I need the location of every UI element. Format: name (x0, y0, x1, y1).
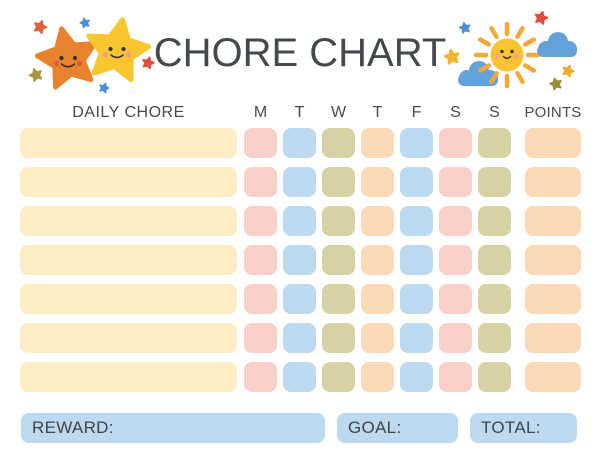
points-cell[interactable] (525, 284, 581, 314)
cloud-icon (537, 32, 577, 57)
reward-field[interactable]: REWARD: (21, 413, 325, 443)
chore-name-cell[interactable] (20, 167, 237, 197)
day-cell[interactable] (361, 128, 394, 158)
day-cell[interactable] (361, 284, 394, 314)
points-cell[interactable] (525, 128, 581, 158)
day-cell[interactable] (400, 128, 433, 158)
points-cell[interactable] (525, 362, 581, 392)
day-cell[interactable] (478, 284, 511, 314)
day-cell[interactable] (322, 206, 355, 236)
points-cell[interactable] (525, 206, 581, 236)
day-cell[interactable] (244, 245, 277, 275)
day-cell[interactable] (283, 284, 316, 314)
day-column-header: T (372, 104, 383, 121)
sun-decoration (438, 6, 598, 98)
chore-name-cell[interactable] (20, 323, 237, 353)
day-cell[interactable] (478, 245, 511, 275)
points-cell[interactable] (525, 167, 581, 197)
day-cell[interactable] (361, 167, 394, 197)
day-cell[interactable] (361, 323, 394, 353)
day-cell[interactable] (439, 206, 472, 236)
day-cell[interactable] (361, 362, 394, 392)
day-cell[interactable] (439, 167, 472, 197)
stars-decoration (16, 6, 171, 102)
day-cell[interactable] (244, 284, 277, 314)
sun-rays-icon (473, 21, 541, 89)
day-cell[interactable] (283, 362, 316, 392)
day-column-header: S (450, 104, 461, 121)
chore-row (0, 167, 600, 197)
day-cell[interactable] (439, 323, 472, 353)
day-cell[interactable] (283, 323, 316, 353)
day-cell[interactable] (322, 323, 355, 353)
day-cell[interactable] (322, 362, 355, 392)
day-cell[interactable] (283, 206, 316, 236)
day-cell[interactable] (400, 245, 433, 275)
day-cell[interactable] (400, 206, 433, 236)
chore-name-cell[interactable] (20, 206, 237, 236)
points-cell[interactable] (525, 245, 581, 275)
day-cell[interactable] (478, 206, 511, 236)
goal-label: GOAL: (348, 418, 402, 437)
day-cell[interactable] (361, 206, 394, 236)
yellow-star-face (102, 46, 132, 59)
day-cell[interactable] (322, 284, 355, 314)
day-cell[interactable] (322, 245, 355, 275)
chore-row (0, 206, 600, 236)
day-cell[interactable] (283, 167, 316, 197)
day-cell[interactable] (439, 128, 472, 158)
chore-name-cell[interactable] (20, 128, 237, 158)
orange-star-face (53, 55, 83, 68)
page-title: CHORE CHART (153, 31, 447, 75)
day-cell[interactable] (478, 167, 511, 197)
goal-field[interactable]: GOAL: (337, 413, 458, 443)
day-cell[interactable] (439, 284, 472, 314)
chore-name-cell[interactable] (20, 362, 237, 392)
daily-chore-header: DAILY CHORE (72, 104, 185, 121)
day-cell[interactable] (478, 128, 511, 158)
day-cell[interactable] (400, 167, 433, 197)
day-cell[interactable] (400, 284, 433, 314)
day-cell[interactable] (322, 128, 355, 158)
sun-face (495, 49, 519, 59)
total-label: TOTAL: (481, 418, 541, 437)
day-cell[interactable] (244, 323, 277, 353)
day-column-header: W (330, 104, 347, 121)
day-column-header: F (411, 104, 422, 121)
day-cell[interactable] (439, 245, 472, 275)
chore-row (0, 323, 600, 353)
day-cell[interactable] (400, 362, 433, 392)
reward-label: REWARD: (32, 418, 114, 437)
day-cell[interactable] (361, 245, 394, 275)
day-column-header: T (294, 104, 305, 121)
chore-name-cell[interactable] (20, 284, 237, 314)
day-cell[interactable] (439, 362, 472, 392)
sun-icon (490, 38, 524, 72)
day-cell[interactable] (244, 167, 277, 197)
chore-name-cell[interactable] (20, 245, 237, 275)
day-cell[interactable] (283, 128, 316, 158)
chore-row (0, 128, 600, 158)
chore-row (0, 362, 600, 392)
points-cell[interactable] (525, 323, 581, 353)
day-column-header: M (253, 104, 268, 121)
day-cell[interactable] (478, 362, 511, 392)
day-cell[interactable] (322, 167, 355, 197)
chore-row (0, 284, 600, 314)
day-cell[interactable] (478, 323, 511, 353)
day-cell[interactable] (244, 362, 277, 392)
day-cell[interactable] (244, 128, 277, 158)
chore-row (0, 245, 600, 275)
day-cell[interactable] (400, 323, 433, 353)
day-cell[interactable] (283, 245, 316, 275)
total-field[interactable]: TOTAL: (470, 413, 577, 443)
day-cell[interactable] (244, 206, 277, 236)
points-header: POINTS (524, 104, 582, 121)
day-column-header: S (489, 104, 500, 121)
